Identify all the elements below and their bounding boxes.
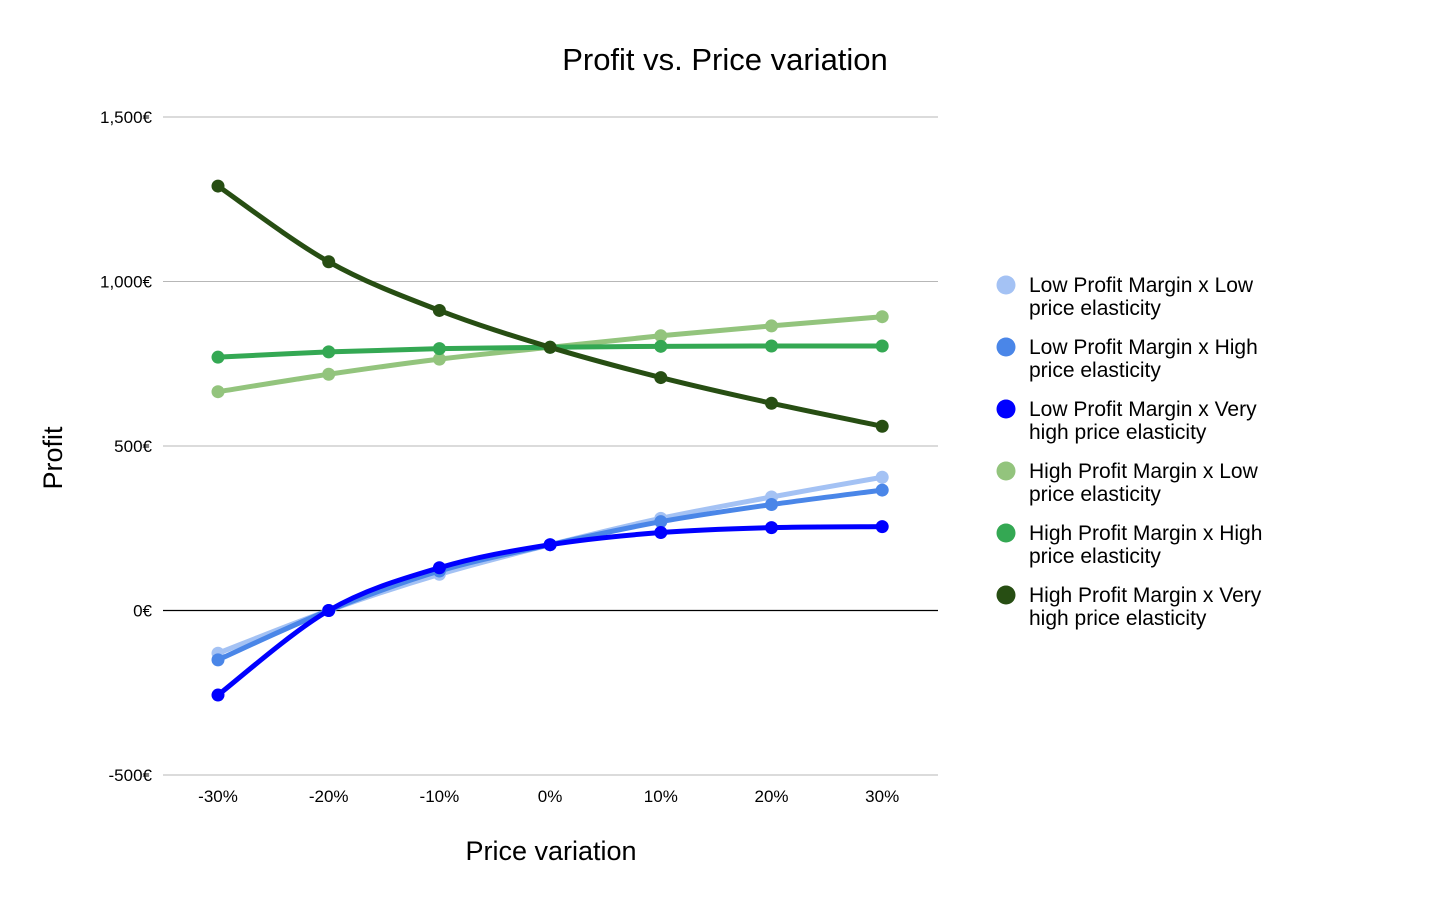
legend-swatch (996, 585, 1016, 605)
data-point (322, 345, 336, 359)
legend-label: High Profit Margin x Very high price elas… (1029, 584, 1262, 630)
data-point (432, 352, 446, 366)
x-axis-title: Price variation (465, 836, 636, 866)
y-axis-ticks: -500€ 0€ 500€ 1,000€ 1,500€ (100, 108, 153, 785)
y-tick-label: 1,500€ (100, 108, 153, 127)
data-point (765, 339, 778, 353)
x-axis-ticks: -30% -20% -10% 0% 10% 20% 30% (198, 787, 899, 806)
series-line (215, 183, 885, 429)
data-point (875, 339, 889, 353)
data-point (432, 561, 446, 575)
legend-label: High Profit Margin x High price elasticit… (1029, 522, 1262, 568)
data-point (211, 179, 225, 193)
data-point (211, 385, 225, 399)
data-point (654, 339, 668, 353)
legend-label: Low Profit Margin x Low price elasticity (1029, 274, 1254, 320)
data-point (875, 310, 889, 324)
x-tick-label: -20% (309, 787, 349, 806)
data-point (654, 371, 668, 385)
legend-label: Low Profit Margin x High price elasticity (1029, 336, 1258, 382)
data-point (765, 498, 778, 512)
data-point (211, 688, 225, 702)
legend-swatch (996, 461, 1016, 481)
data-point (543, 340, 557, 354)
legend-swatch (996, 399, 1016, 419)
x-tick-label: 0% (538, 787, 563, 806)
series-1 (211, 470, 889, 660)
data-point (322, 255, 336, 269)
legend-swatch (996, 337, 1016, 357)
data-point (543, 538, 557, 552)
data-point (654, 515, 668, 529)
series-3 (211, 520, 889, 702)
data-point (322, 604, 336, 617)
data-point (432, 303, 446, 317)
data-point (875, 470, 889, 484)
data-point (875, 520, 889, 534)
x-tick-label: 30% (865, 787, 899, 806)
series-2 (211, 483, 889, 667)
x-tick-label: 20% (754, 787, 788, 806)
data-point (322, 367, 336, 381)
legend-label: High Profit Margin x Low price elasticity (1029, 460, 1259, 506)
legend-swatch (996, 275, 1016, 295)
legend-label: Low Profit Margin x Very high price elast… (1029, 398, 1257, 444)
y-tick-label: -500€ (109, 766, 153, 785)
data-point (765, 319, 778, 333)
data-point (211, 350, 225, 364)
gridlines (163, 116, 938, 776)
series-6 (211, 179, 889, 433)
data-point (875, 419, 889, 433)
y-tick-label: 0€ (133, 602, 152, 621)
chart-title: Profit vs. Price variation (562, 42, 888, 77)
data-point (654, 329, 668, 343)
x-tick-label: -10% (420, 787, 460, 806)
y-tick-label: 500€ (114, 437, 152, 456)
data-point (432, 342, 446, 356)
series-line (215, 487, 885, 663)
y-axis-title: Profit (38, 426, 68, 490)
legend: Low Profit Margin x Low price elasticity L… (996, 274, 1262, 630)
data-point (654, 526, 668, 540)
data-point (765, 521, 778, 535)
legend-swatch (996, 523, 1016, 543)
data-point (765, 396, 778, 410)
y-tick-label: 1,000€ (100, 273, 153, 292)
data-point (211, 653, 225, 667)
data-point (875, 483, 889, 497)
series-lines (211, 179, 889, 702)
x-tick-label: 10% (644, 787, 678, 806)
x-tick-label: -30% (198, 787, 238, 806)
